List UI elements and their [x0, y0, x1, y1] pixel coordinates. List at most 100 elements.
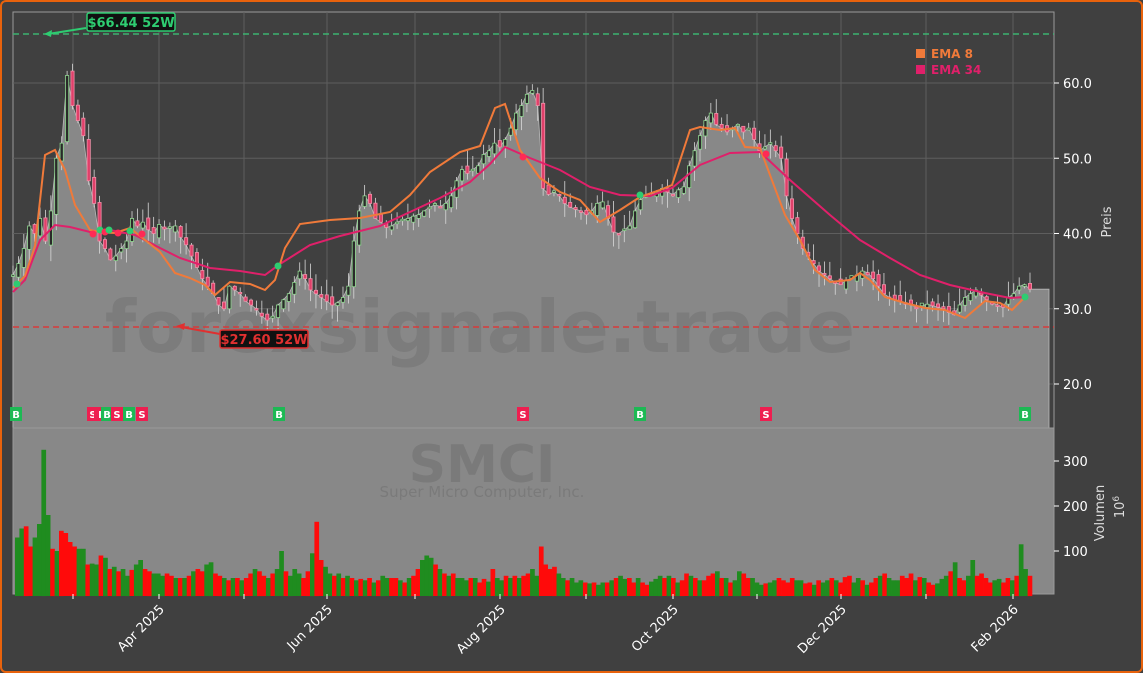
candle-body	[514, 112, 519, 131]
candle-body	[178, 226, 183, 238]
signal-label: S	[519, 410, 526, 421]
volume-bar	[979, 573, 984, 596]
volume-bar	[737, 571, 742, 597]
volume-tick-label: 300	[1063, 455, 1088, 470]
52w-high-arrow	[47, 27, 87, 35]
volume-bar	[512, 575, 518, 597]
volume-bar	[996, 578, 1002, 596]
candle-body	[741, 125, 746, 133]
volume-bar	[503, 575, 509, 597]
candle-body	[303, 274, 308, 280]
crossover-dot	[762, 150, 770, 158]
ema-lines	[12, 102, 1029, 320]
volume-bar	[838, 582, 843, 596]
volume-bar	[450, 573, 456, 596]
volume-bar	[402, 582, 408, 596]
ema8-swatch	[916, 49, 925, 58]
volume-bar	[243, 578, 249, 596]
candle-body	[681, 186, 686, 194]
candle-body	[373, 202, 378, 219]
volume-bar	[1018, 544, 1024, 597]
candle-body	[503, 139, 508, 147]
y-tick-label: 30.0	[1063, 303, 1092, 318]
volume-bar	[728, 582, 733, 596]
candle-body	[357, 210, 362, 246]
candle-body	[919, 302, 924, 307]
candle-body	[249, 299, 254, 306]
volume-bar	[420, 560, 425, 596]
volume-bar	[935, 583, 940, 596]
volume-bar	[508, 578, 513, 596]
volume-tick-label: 100	[1063, 545, 1088, 560]
signal-badge	[10, 407, 22, 421]
volume-bar	[591, 582, 597, 596]
volume-bar	[631, 582, 637, 596]
volume-bar	[1010, 580, 1015, 597]
52w-low-arrow	[180, 326, 221, 335]
volume-bar	[833, 580, 839, 597]
candle-body	[259, 312, 264, 317]
candle-body	[135, 220, 140, 227]
volume-bar	[345, 575, 350, 597]
volume-bar	[904, 578, 909, 596]
signal-label: S	[138, 410, 145, 421]
candle-body	[270, 315, 275, 319]
volume-bar	[455, 578, 460, 596]
candle-body	[968, 293, 973, 302]
candle-body	[995, 304, 1000, 307]
ema34-line	[12, 145, 1026, 300]
candle-body	[551, 190, 556, 193]
volume-bar	[371, 582, 377, 596]
volume-bar	[552, 566, 557, 597]
candle-body	[627, 225, 632, 230]
candle-body	[573, 207, 578, 210]
candle-body	[568, 201, 573, 208]
crossover-dot	[138, 230, 146, 238]
volume-bar	[147, 571, 152, 597]
volume-bar	[921, 578, 927, 596]
candle-body	[276, 304, 281, 318]
volume-bar	[618, 575, 623, 597]
volume-bar	[261, 575, 267, 597]
candle-body	[21, 248, 26, 268]
candle-body	[335, 302, 340, 306]
candle-body	[243, 296, 248, 302]
volume-bar	[759, 584, 764, 597]
candle-body	[167, 226, 172, 229]
candle-body	[227, 285, 232, 310]
signal-badge	[517, 407, 529, 421]
volume-bar	[354, 580, 359, 597]
arrow-head-icon	[176, 323, 185, 330]
signal-label: I	[98, 410, 102, 421]
volume-bar	[530, 569, 535, 596]
volume-bar	[310, 553, 315, 597]
volume-bar	[609, 580, 615, 597]
candle-body	[595, 202, 600, 216]
volume-axis-title: Volumen	[1093, 485, 1108, 542]
volume-bar	[957, 578, 962, 596]
candle-body	[173, 225, 178, 233]
candle-body	[189, 244, 194, 257]
candle-body	[508, 127, 513, 136]
ema34-swatch	[916, 65, 925, 74]
volume-bar	[627, 578, 632, 596]
volume-bar	[886, 578, 892, 596]
candle-body	[10, 274, 15, 277]
volume-bar	[688, 575, 694, 597]
candle-body	[519, 105, 524, 117]
volume-bar	[296, 573, 302, 596]
candle-body	[535, 93, 540, 106]
candle-body	[400, 218, 405, 222]
candle-body	[281, 299, 286, 310]
volume-bar	[464, 580, 469, 597]
candle-body	[59, 142, 64, 162]
volume-bar	[393, 578, 399, 596]
candle-body	[600, 201, 605, 209]
candle-body	[232, 285, 237, 291]
candle-body	[616, 233, 621, 236]
volume-bar	[582, 582, 588, 596]
candle-body	[389, 225, 394, 231]
legend: EMA 8 EMA 34	[916, 47, 981, 77]
volume-bar	[81, 548, 86, 597]
crossover-dot	[126, 227, 134, 235]
